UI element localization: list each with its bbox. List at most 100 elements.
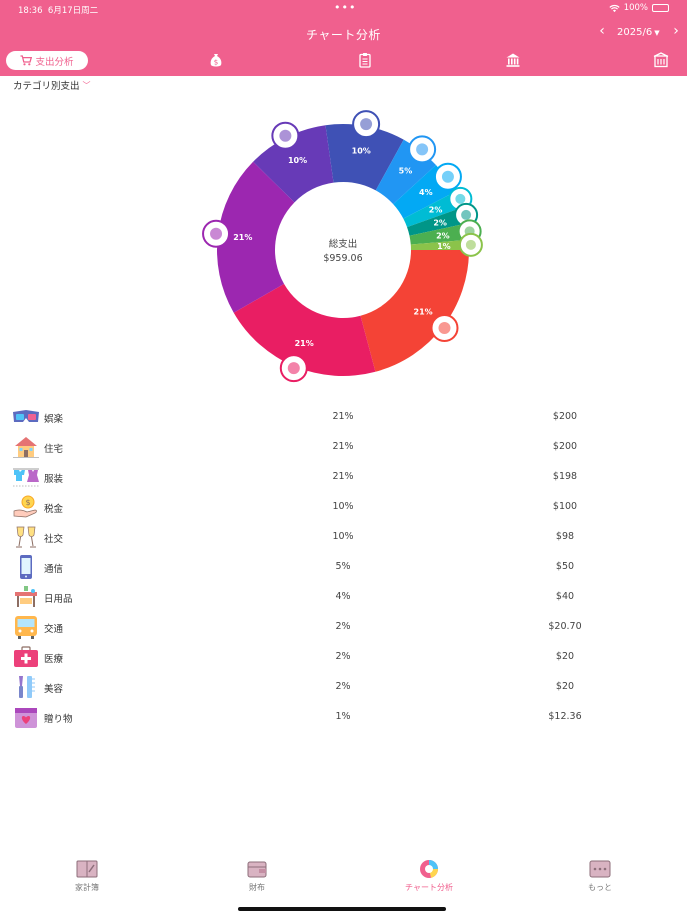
list-item-gifts[interactable]: 贈り物 1% $12.36 [0, 702, 687, 732]
money-bag-tab-icon[interactable]: $ [208, 52, 224, 68]
tab-household-book[interactable]: 家計簿 [37, 855, 137, 905]
slice-icon-glyph [455, 193, 466, 204]
category-amount: $100 [552, 501, 578, 512]
category-amount: $198 [552, 471, 578, 482]
slice-icon-glyph [416, 143, 429, 156]
list-item-housing[interactable]: 住宅 21% $200 [0, 432, 687, 462]
slice-icon-glyph [210, 227, 223, 240]
category-percent: 2% [335, 621, 351, 632]
home-indicator[interactable] [238, 907, 446, 911]
donut-slice[interactable] [360, 250, 469, 372]
category-percent: 4% [335, 591, 351, 602]
caret-down-icon: ▼ [654, 29, 660, 37]
slice-percent-label: 10% [288, 156, 307, 165]
status-time: 18:36 6月17日周二 [18, 6, 99, 16]
gift-icon [15, 708, 37, 728]
chevron-down-icon: ﹀ [82, 80, 91, 90]
slice-percent-label: 2% [429, 206, 443, 215]
category-amount: $200 [552, 411, 578, 422]
category-percent: 5% [335, 561, 351, 572]
donut-slice[interactable] [233, 283, 376, 376]
house-icon [13, 437, 39, 458]
category-percent: 2% [335, 681, 351, 692]
slice-percent-label: 21% [295, 339, 314, 348]
slice-icon-glyph [360, 118, 373, 131]
category-amount: $20 [555, 651, 575, 662]
wifi-icon [609, 4, 620, 12]
status-right: 100% [609, 3, 669, 13]
bus-icon [15, 616, 37, 639]
donut-center-summary: 総支出 $959.06 [293, 238, 393, 266]
next-month-button[interactable]: › [673, 23, 679, 39]
list-item-transportation[interactable]: 交通 2% $20.70 [0, 612, 687, 642]
slice-icon-glyph [438, 321, 451, 334]
svg-text:$: $ [214, 59, 218, 67]
battery-icon [652, 4, 669, 12]
list-item-entertainment[interactable]: 娯楽 21% $200 [0, 402, 687, 432]
expense-donut-chart: 21% 21% 21% 10% 10% 5% 4% 2% 2% 2% 1% 総支出 $959.06 [0, 95, 687, 395]
multitask-dots-icon[interactable]: ••• [334, 1, 357, 14]
category-amount: $40 [555, 591, 575, 602]
donut-slice[interactable] [217, 161, 295, 313]
donut-slice[interactable] [407, 207, 467, 236]
slice-icon-glyph [287, 362, 300, 375]
category-amount: $98 [555, 531, 575, 542]
slice-percent-label: 5% [399, 167, 413, 176]
category-name: 社交 [44, 534, 64, 545]
slice-percent-label: 10% [352, 147, 371, 156]
category-name: 交通 [44, 624, 64, 635]
list-item-beauty[interactable]: 美容 2% $20 [0, 672, 687, 702]
total-value: $959.06 [323, 253, 363, 264]
phone-icon [20, 555, 32, 579]
slice-icon-glyph [441, 170, 454, 183]
category-percent: 10% [332, 501, 354, 512]
slice-percent-label: 21% [233, 233, 252, 242]
category-name: 贈り物 [44, 714, 73, 725]
slice-percent-label: 1% [437, 242, 451, 251]
category-percent: 21% [332, 441, 354, 452]
slice-percent-label: 4% [419, 188, 433, 197]
app-header: 18:36 6月17日周二 ••• 100% チャート分析 ‹ 2025/6 ▼ … [0, 0, 687, 76]
list-item-tax[interactable]: $ 税金 10% $100 [0, 492, 687, 522]
list-item-social[interactable]: 社交 10% $98 [0, 522, 687, 552]
donut-slice[interactable] [409, 223, 469, 245]
list-item-communication[interactable]: 通信 5% $50 [0, 552, 687, 582]
list-item-clothing[interactable]: 服装 21% $198 [0, 462, 687, 492]
category-name: 医療 [44, 654, 64, 665]
category-percent: 10% [332, 531, 354, 542]
list-item-medical[interactable]: 医療 2% $20 [0, 642, 687, 672]
slice-icon-glyph [461, 209, 472, 220]
clipboard-tab-icon[interactable] [357, 52, 373, 68]
total-label: 総支出 [328, 239, 358, 250]
tab-wallet[interactable]: 財布 [207, 855, 307, 905]
coin-hand-icon: $ [13, 495, 37, 518]
more-dots-icon [589, 860, 611, 878]
first-aid-icon [14, 646, 38, 667]
donut-svg: 21% 21% 21% 10% 10% 5% 4% 2% 2% 2% 1% [202, 110, 483, 383]
bottom-tab-bar: 家計簿 財布 チャート分析 もっと [0, 855, 687, 916]
category-name: 娯楽 [44, 414, 64, 425]
tab-chart-analysis[interactable]: チャート分析 [379, 855, 479, 905]
champagne-icon [16, 526, 36, 548]
prev-month-button[interactable]: ‹ [599, 23, 605, 39]
category-amount: $50 [555, 561, 575, 572]
clothes-icon [13, 468, 39, 487]
tab-more[interactable]: もっと [550, 855, 650, 905]
category-name: 服装 [44, 474, 64, 485]
wallet-icon [247, 861, 267, 878]
donut-slice[interactable] [325, 124, 404, 191]
donut-slice[interactable] [410, 239, 469, 250]
donut-slice[interactable] [403, 191, 462, 228]
cart-icon [20, 55, 33, 66]
category-amount: $20.70 [548, 621, 582, 632]
month-selector[interactable]: 2025/6 ▼ [617, 27, 660, 38]
list-item-daily-goods[interactable]: 日用品 4% $40 [0, 582, 687, 612]
bank-tab-icon[interactable] [505, 52, 521, 68]
category-filter-dropdown[interactable]: カテゴリ別支出 ﹀ [13, 80, 91, 93]
bank-building-tab-icon[interactable] [653, 52, 669, 68]
donut-slice[interactable] [253, 125, 334, 203]
slice-percent-label: 21% [414, 308, 433, 317]
slice-icon-glyph [279, 129, 292, 142]
expense-analysis-tab[interactable]: 支出分析 [6, 51, 88, 70]
slice-percent-label: 2% [436, 231, 450, 240]
